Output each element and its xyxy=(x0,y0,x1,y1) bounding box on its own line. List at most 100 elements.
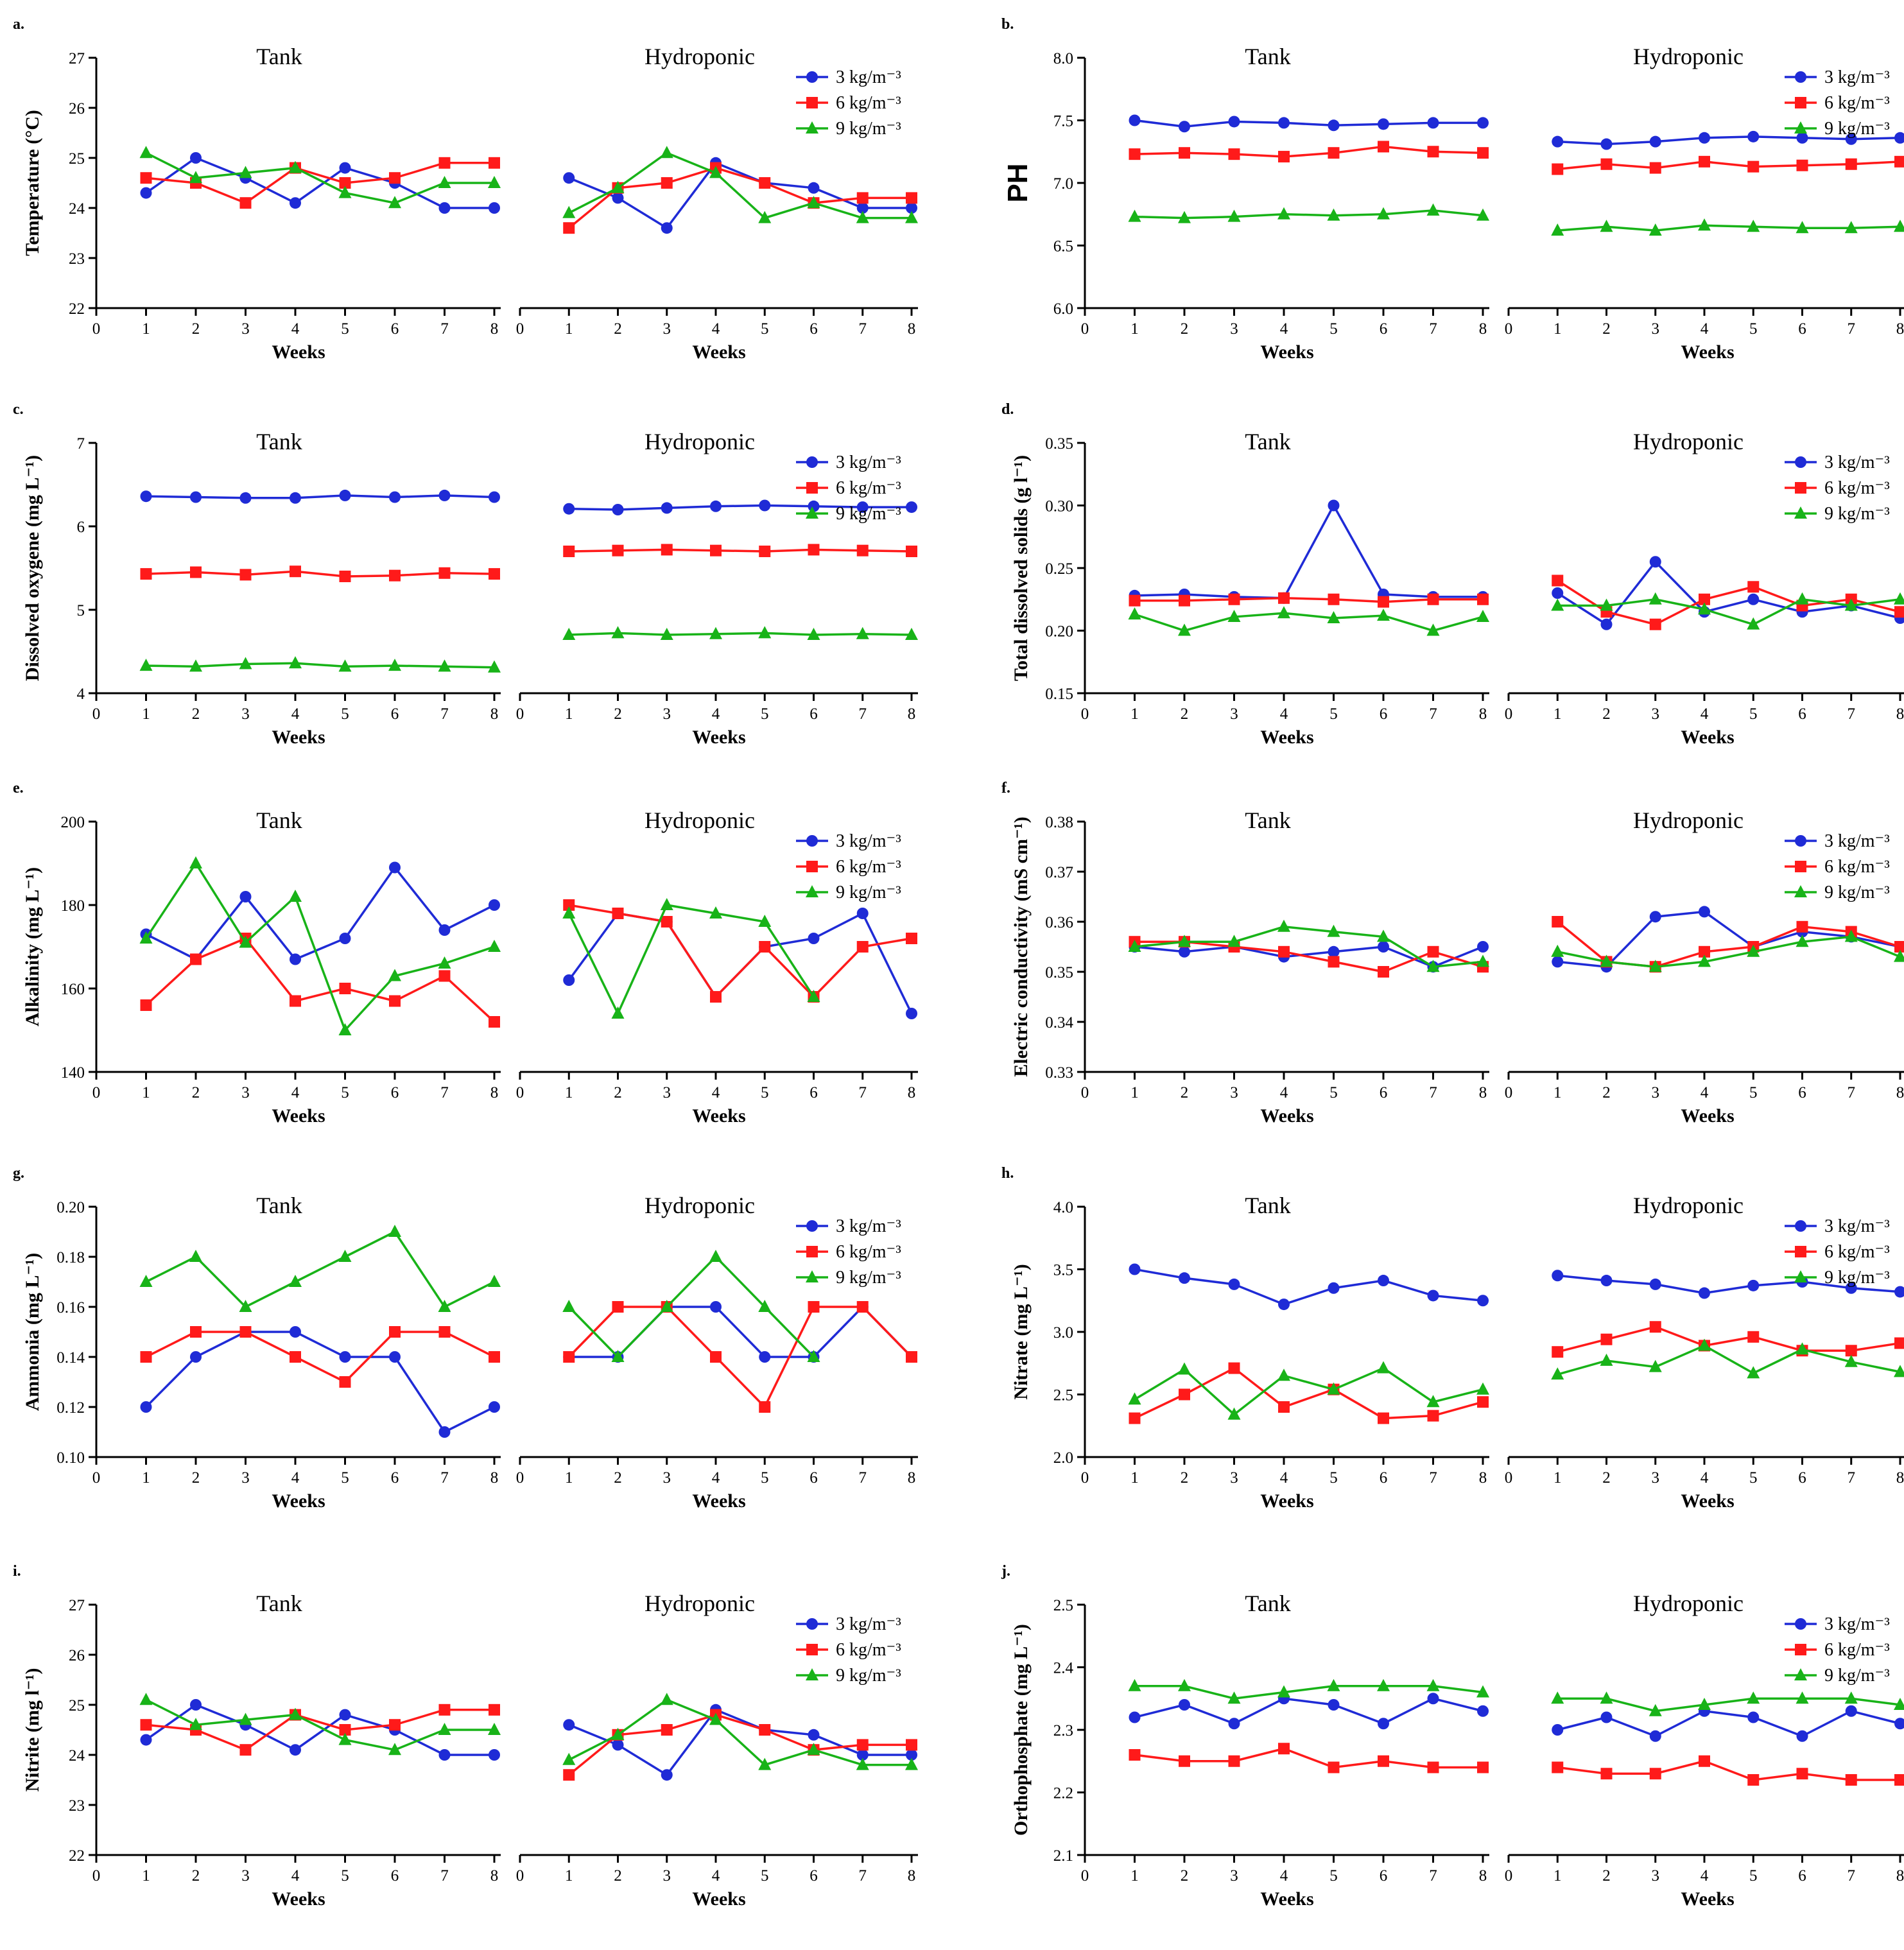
data-point-tank-c-3 xyxy=(189,659,202,672)
panel-c: c. 4 5 6 7 Dissolved oxygene (mg L⁻¹) 0 1 2 3 4 5 6 7… xyxy=(13,401,918,748)
legend-label-g-1: 3 kg/m⁻³ xyxy=(836,1216,901,1236)
x-tick-label-hydro-a: 7 xyxy=(859,320,867,338)
data-point-hydro-d-2 xyxy=(1649,618,1661,630)
data-point-tank-g-3 xyxy=(189,1250,202,1262)
x-tick-label-tank-a: 2 xyxy=(192,320,200,338)
x-tick-label-tank-b: 4 xyxy=(1280,320,1288,338)
series-line-tank-j-1 xyxy=(1134,1697,1484,1725)
legend-marker-j-3 xyxy=(1794,1668,1807,1680)
data-point-tank-i-3 xyxy=(488,1723,501,1735)
data-point-hydro-e-2 xyxy=(661,916,673,928)
data-point-tank-h-3 xyxy=(1178,1362,1191,1375)
y-tick-label-d: 0.30 xyxy=(1045,498,1073,515)
x-tick-label-tank-g: 0 xyxy=(92,1469,101,1487)
legend-label-f-3: 9 kg/m⁻³ xyxy=(1824,883,1890,902)
x-tick-label-hydro-j: 4 xyxy=(1701,1867,1709,1885)
series-line-hydro-f-1 xyxy=(1557,910,1901,969)
data-point-tank-h-1 xyxy=(1179,1272,1190,1284)
series-line-hydro-c-2 xyxy=(569,548,912,553)
legend-label-c-1: 3 kg/m⁻³ xyxy=(836,453,901,472)
data-point-hydro-d-2 xyxy=(1894,606,1904,618)
data-point-tank-c-3 xyxy=(338,659,352,672)
data-point-hydro-c-3 xyxy=(709,626,722,639)
series-line-hydro-d-2 xyxy=(1557,580,1901,626)
data-point-tank-g-1 xyxy=(438,1426,451,1438)
data-point-hydro-i-1 xyxy=(563,1719,575,1731)
data-point-hydro-a-3 xyxy=(856,211,869,223)
x-tick-label-hydro-c: 5 xyxy=(761,705,769,723)
y-tick-label-i: 25 xyxy=(69,1697,85,1714)
x-tick-label-hydro-b: 0 xyxy=(1505,320,1513,338)
legend-label-d-1: 3 kg/m⁻³ xyxy=(1824,453,1890,472)
data-point-hydro-a-2 xyxy=(856,192,869,204)
legend-marker-d-1 xyxy=(1795,456,1806,468)
data-point-hydro-i-3 xyxy=(807,1743,820,1756)
data-point-tank-d-3 xyxy=(1426,623,1440,636)
legend-label-h-3: 9 kg/m⁻³ xyxy=(1824,1268,1890,1288)
series-line-tank-c-3 xyxy=(146,662,495,669)
data-point-hydro-c-1 xyxy=(563,503,575,515)
data-point-hydro-j-2 xyxy=(1699,1755,1710,1767)
y-axis-title-d: Total dissolved solids (g l⁻¹) xyxy=(1010,455,1032,681)
legend-marker-h-1 xyxy=(1795,1220,1806,1232)
data-point-tank-g-3 xyxy=(139,1275,153,1287)
series-line-hydro-d-3 xyxy=(1557,598,1901,626)
data-point-hydro-c-1 xyxy=(710,500,722,512)
data-point-tank-j-2 xyxy=(1278,1743,1290,1755)
data-point-hydro-c-3 xyxy=(611,626,625,639)
x-tick-label-hydro-b: 6 xyxy=(1798,320,1806,338)
x-tick-label-hydro-i: 0 xyxy=(516,1867,524,1885)
data-point-hydro-d-2 xyxy=(1699,593,1710,605)
series-line-hydro-c-3 xyxy=(569,632,912,636)
data-point-hydro-g-3 xyxy=(709,1250,722,1262)
subplot-title-hydro-f: Hydroponic xyxy=(1633,807,1744,833)
x-tick-label-tank-c: 7 xyxy=(440,705,449,723)
data-point-tank-j-3 xyxy=(1277,1685,1290,1698)
legend-marker-j-2 xyxy=(1795,1644,1806,1655)
data-point-tank-c-2 xyxy=(339,571,351,582)
subplot-title-hydro-i: Hydroponic xyxy=(645,1591,755,1616)
x-tick-label-tank-a: 3 xyxy=(241,320,250,338)
y-tick-label-a: 23 xyxy=(69,250,85,268)
data-point-hydro-i-2 xyxy=(856,1739,869,1751)
y-tick-label-c: 6 xyxy=(77,519,85,536)
data-point-tank-a-1 xyxy=(140,187,152,199)
data-point-tank-b-1 xyxy=(1278,117,1290,129)
data-point-tank-g-3 xyxy=(338,1250,352,1262)
x-tick-label-hydro-d: 1 xyxy=(1553,705,1562,723)
data-point-hydro-a-3 xyxy=(905,211,918,223)
x-axis-title-hydro-f: Weeks xyxy=(1681,1105,1734,1126)
panel-letter-i: i. xyxy=(13,1563,21,1580)
y-tick-label-c: 7 xyxy=(77,435,85,453)
data-point-hydro-h-3 xyxy=(1698,1338,1711,1351)
series-line-hydro-a-1 xyxy=(568,161,912,230)
data-point-tank-a-1 xyxy=(339,162,351,174)
data-point-tank-a-1 xyxy=(438,202,451,214)
x-tick-label-tank-j: 6 xyxy=(1380,1867,1388,1885)
data-point-hydro-a-1 xyxy=(661,222,673,234)
x-tick-label-tank-f: 6 xyxy=(1380,1084,1388,1101)
data-point-hydro-j-3 xyxy=(1551,1691,1564,1704)
x-tick-label-tank-j: 5 xyxy=(1329,1867,1338,1885)
data-point-tank-a-2 xyxy=(339,177,351,189)
data-point-hydro-i-1 xyxy=(906,1749,917,1761)
data-point-tank-h-1 xyxy=(1328,1282,1340,1294)
series-line-tank-b-2 xyxy=(1134,145,1484,158)
x-tick-label-tank-f: 7 xyxy=(1429,1084,1437,1101)
data-point-hydro-f-3 xyxy=(1894,949,1904,962)
x-tick-label-tank-c: 8 xyxy=(490,705,499,723)
series-line-hydro-i-1 xyxy=(568,1708,912,1777)
series-line-tank-j-3 xyxy=(1134,1685,1484,1700)
data-point-tank-f-1 xyxy=(1477,941,1489,953)
x-tick-label-tank-i: 1 xyxy=(142,1867,150,1885)
legend-label-e-3: 9 kg/m⁻³ xyxy=(836,883,901,902)
x-axis-title-tank-a: Weeks xyxy=(272,341,325,363)
legend-marker-f-2 xyxy=(1795,861,1806,872)
subplot-title-hydro-j: Hydroponic xyxy=(1633,1591,1744,1616)
x-tick-label-tank-d: 1 xyxy=(1130,705,1139,723)
panel-letter-j: j. xyxy=(1001,1563,1010,1580)
series-line-tank-f-1 xyxy=(1134,945,1484,969)
data-point-hydro-c-2 xyxy=(808,544,820,556)
data-point-tank-j-1 xyxy=(1477,1705,1489,1717)
